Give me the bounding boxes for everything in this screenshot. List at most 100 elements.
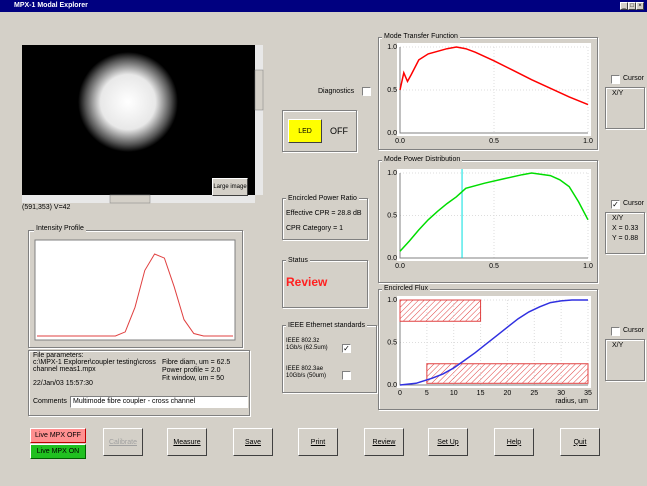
chart-title: Mode Transfer Function: [382, 33, 460, 40]
status-value: Review: [286, 275, 328, 289]
y-tick-label: 0.0: [387, 255, 397, 262]
series-line: [399, 299, 588, 386]
chart-title: Encircled Flux: [382, 285, 430, 292]
y-tick-label: 0.0: [387, 382, 397, 389]
action-button[interactable]: Quit: [560, 428, 600, 456]
group-title: Intensity Profile: [34, 225, 86, 232]
live-on-button[interactable]: Live MPX ON: [30, 444, 86, 459]
fibre-spot: [78, 52, 178, 152]
series-line: [399, 46, 589, 106]
group-frame: [282, 260, 368, 308]
y-tick-label: 1.0: [387, 170, 397, 177]
chart-frame: [378, 37, 598, 150]
limit-region: [399, 299, 482, 322]
y-tick-label: 1.0: [387, 297, 397, 304]
cursor-frame: [605, 339, 645, 381]
chart-title: Mode Power Distribution: [382, 156, 463, 163]
comments-input[interactable]: Multimode fibre coupler - cross channel: [70, 396, 248, 408]
y-tick-label: 0.5: [387, 212, 397, 219]
action-button[interactable]: Print: [298, 428, 338, 456]
file-title: File parameters:: [33, 352, 84, 359]
file-date: 22/Jan/03 15:57:30: [33, 380, 93, 387]
x-tick-label: 35: [584, 390, 592, 397]
y-tick-label: 1.0: [387, 44, 397, 51]
y-tick-label: 0.5: [387, 87, 397, 94]
x-tick-label: 0.0: [395, 263, 405, 270]
cursor-readout: X = 0.33: [612, 225, 639, 232]
group-frame: [282, 325, 377, 393]
x-tick-label: 0.5: [489, 263, 499, 270]
x-tick-label: 1.0: [583, 263, 593, 270]
y-tick-label: 0.5: [387, 339, 397, 346]
action-button: Calibrate: [103, 428, 143, 456]
large-image-button[interactable]: Large image: [212, 178, 248, 196]
group-frame: [28, 350, 250, 416]
intensity-line: [37, 253, 233, 337]
checkbox[interactable]: [611, 75, 620, 84]
cpr-category: CPR Category = 1: [286, 225, 343, 232]
limit-region: [426, 363, 589, 384]
cursor-readout: Y = 0.88: [612, 235, 639, 242]
led-button[interactable]: LED: [288, 119, 322, 143]
x-tick-label: 20: [504, 390, 512, 397]
title-bar: [0, 0, 647, 12]
axes: [399, 173, 588, 259]
x-tick-label: 0: [398, 390, 402, 397]
x-tick-label: 25: [530, 390, 538, 397]
ieee-title: IEEE Ethernet standards: [286, 322, 368, 329]
led-off-label: OFF: [330, 126, 348, 136]
cursor-label: Cursor: [623, 327, 645, 334]
x-tick-label: 0.0: [395, 138, 405, 145]
ieee-standard: IEEE 802.3z 1Gb/s (62.5um): [286, 338, 328, 351]
checkbox[interactable]: [362, 87, 371, 96]
x-tick-label: 5: [425, 390, 429, 397]
image-coords: (591,353) V=42: [22, 204, 71, 211]
x-tick-label: 15: [477, 390, 485, 397]
file-diam: Fibre diam, um = 62.5: [162, 359, 231, 366]
cursor-readout: X/Y: [612, 342, 624, 349]
cursor-label: Cursor: [623, 75, 645, 82]
x-axis-label: radius, um: [555, 398, 588, 405]
chart-frame: [378, 289, 598, 410]
action-button[interactable]: Set Up: [428, 428, 468, 456]
h-scroll-thumb[interactable]: [109, 194, 151, 204]
comments-label: Comments: [33, 398, 67, 405]
cpr-title: Encircled Power Ratio: [286, 195, 359, 202]
v-scroll-thumb[interactable]: [254, 69, 264, 111]
live-off-button[interactable]: Live MPX OFF: [30, 428, 86, 443]
x-tick-label: 30: [557, 390, 565, 397]
action-button[interactable]: Help: [494, 428, 534, 456]
status-title: Status: [286, 257, 310, 264]
cursor-frame: [605, 87, 645, 129]
group-frame: [28, 230, 243, 348]
cursor-frame: [605, 212, 645, 254]
cursor-label: Cursor: [623, 200, 645, 207]
action-button[interactable]: Review: [364, 428, 404, 456]
file-path: c:\MPX-1 Explorer\coupler testing\cross …: [33, 359, 156, 373]
cursor-readout: X/Y: [612, 215, 624, 222]
window-control[interactable]: □: [628, 2, 636, 10]
checkbox[interactable]: ✓: [611, 200, 620, 209]
x-tick-label: 10: [450, 390, 458, 397]
checkbox[interactable]: [342, 371, 351, 380]
checkbox[interactable]: [611, 327, 620, 336]
series-line: [399, 172, 589, 252]
file-power: Power profile = 2.0: [162, 367, 221, 374]
window-control[interactable]: ×: [636, 2, 644, 10]
ieee-standard: IEEE 802.3ae 10Gb/s (50um): [286, 366, 327, 379]
action-button[interactable]: Measure: [167, 428, 207, 456]
chart-frame: [378, 160, 598, 283]
y-tick-label: 0.0: [387, 130, 397, 137]
axes: [399, 47, 588, 134]
file-fit: Fit window, um = 50: [162, 375, 225, 382]
cpr-effective: Effective CPR = 28.8 dB: [286, 210, 362, 217]
x-tick-label: 1.0: [583, 138, 593, 145]
action-button[interactable]: Save: [233, 428, 273, 456]
v-scrollbar[interactable]: [255, 45, 263, 195]
x-tick-label: 0.5: [489, 138, 499, 145]
group-frame: [282, 198, 368, 240]
intensity-plot: [34, 239, 236, 341]
window-control[interactable]: _: [620, 2, 628, 10]
checkbox[interactable]: ✓: [342, 344, 351, 353]
